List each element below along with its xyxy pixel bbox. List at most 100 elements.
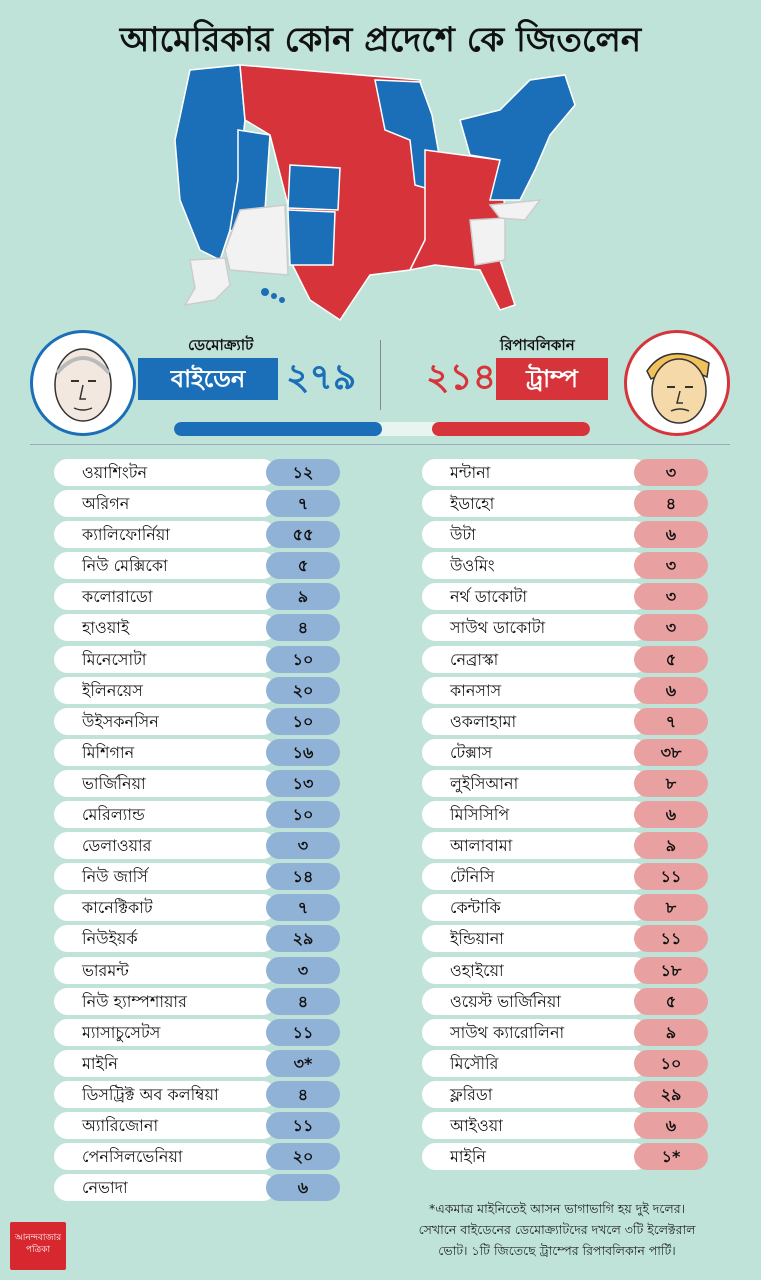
footnote-line: *একমাত্র মাইনিতেই আসন ভাগাভাগি হয় দুই দ… (428, 1201, 686, 1216)
electoral-votes: ৬ (634, 676, 708, 704)
state-row: ইলিনয়েস ২০ (54, 675, 344, 706)
logo-line: পত্রিকা (25, 1245, 51, 1255)
state-row: নিউ হ্যাম্পশায়ার ৪ (54, 986, 344, 1017)
state-row: লুইসিআনা ৮ (422, 768, 712, 799)
electoral-votes: ১১ (634, 863, 708, 891)
page-title: আমেরিকার কোন প্রদেশে কে জিতলেন (119, 20, 642, 60)
state-name: নেভাদা (54, 1174, 276, 1202)
state-name: হাওয়াই (54, 614, 276, 642)
state-row: নর্থ ডাকোটা ৩ (422, 581, 712, 612)
electoral-votes: ৬ (266, 1174, 340, 1202)
state-row: উটা ৬ (422, 519, 712, 550)
state-name: উওমিং (422, 552, 648, 580)
electoral-votes: ১৪ (266, 863, 340, 891)
state-row: মিসিসিপি ৬ (422, 799, 712, 830)
state-name: মাইনি (54, 1049, 276, 1077)
state-name: কানেক্টিকাট (54, 894, 276, 922)
horizontal-divider (30, 444, 730, 445)
state-row: নেব্রাস্কা ৫ (422, 644, 712, 675)
state-name: আলাবামা (422, 832, 648, 860)
state-row: ভার্জিনিয়া ১৩ (54, 768, 344, 799)
state-name: টেনিসি (422, 863, 648, 891)
electoral-votes: ৩ (634, 459, 708, 486)
state-row: অ্যারিজোনা ১১ (54, 1110, 344, 1141)
electoral-votes: ৮ (634, 769, 708, 797)
republican-party-label: রিপাবলিকান (500, 336, 575, 354)
state-name: কানসাস (422, 676, 648, 704)
state-name: সাউথ ডাকোটা (422, 614, 648, 642)
state-name: মিশিগান (54, 738, 276, 766)
state-row: সাউথ ক্যারোলিনা ৯ (422, 1017, 712, 1048)
state-name: উইসকনসিন (54, 707, 276, 735)
state-row: ওয়েস্ট ভার্জিনিয়া ৫ (422, 986, 712, 1017)
electoral-votes: ২৯ (634, 1080, 708, 1108)
electoral-votes: ১১ (266, 1018, 340, 1046)
state-row: উওমিং ৩ (422, 550, 712, 581)
electoral-votes: ৩ (634, 583, 708, 611)
footnote: *একমাত্র মাইনিতেই আসন ভাগাভাগি হয় দুই দ… (372, 1198, 742, 1261)
state-row: আলাবামা ৯ (422, 830, 712, 861)
state-row: টেক্সাস ৩৮ (422, 737, 712, 768)
trump-avatar (624, 330, 730, 436)
vertical-divider (380, 340, 381, 410)
electoral-votes: ৯ (266, 583, 340, 611)
state-name: ইন্ডিয়ানা (422, 925, 648, 953)
electoral-votes: ১১ (266, 1111, 340, 1139)
democrat-total: ২৭৯ (286, 357, 357, 398)
republican-candidate-name: ট্রাম্প (496, 358, 608, 400)
electoral-votes: ৯ (634, 1018, 708, 1046)
state-name: ভারমন্ট (54, 956, 276, 984)
state-row: পেনসিলভেনিয়া ২০ (54, 1141, 344, 1172)
electoral-votes: ১৮ (634, 956, 708, 984)
state-name: লুইসিআনা (422, 769, 648, 797)
electoral-votes: ৬ (634, 801, 708, 829)
state-name: ম্যাসাচুসেটস (54, 1018, 276, 1046)
electoral-votes: ৭ (266, 490, 340, 518)
state-name: নর্থ ডাকোটা (422, 583, 648, 611)
state-name: ডেলাওয়ার (54, 832, 276, 860)
state-row: আইওয়া ৬ (422, 1110, 712, 1141)
state-name: অ্যারিজোনা (54, 1111, 276, 1139)
electoral-votes: ৪ (266, 614, 340, 642)
state-name: কলোরাডো (54, 583, 276, 611)
state-name: ওয়াশিংটন (54, 459, 276, 486)
state-row: মন্টানা ৩ (422, 457, 712, 488)
state-row: মিশিগান ১৬ (54, 737, 344, 768)
footnote-line: ভোট। ১টি জিতেছে ট্রাম্পের রিপাবলিকান পার… (438, 1243, 676, 1258)
map-region-alaska (183, 257, 231, 307)
state-name: নিউ মেক্সিকো (54, 552, 276, 580)
electoral-votes: ১৩ (266, 769, 340, 797)
electoral-votes: ৩ (634, 552, 708, 580)
state-row: সাউথ ডাকোটা ৩ (422, 612, 712, 643)
electoral-votes: ৩৮ (634, 738, 708, 766)
electoral-votes: ৯ (634, 832, 708, 860)
biden-avatar (30, 330, 136, 436)
electoral-votes: ৬ (634, 1111, 708, 1139)
map-region-northeast-dem (459, 74, 576, 201)
state-name: মিসৌরি (422, 1049, 648, 1077)
state-row: কানেক্টিকাট ৭ (54, 892, 344, 923)
anandabazar-logo: আনন্দবাজার পত্রিকা (10, 1222, 66, 1270)
state-row: ফ্লরিডা ২৯ (422, 1079, 712, 1110)
electoral-votes: ৪ (266, 987, 340, 1015)
state-row: ম্যাসাচুসেটস ১১ (54, 1017, 344, 1048)
state-name: সাউথ ক্যারোলিনা (422, 1018, 648, 1046)
state-name: নিউ হ্যাম্পশায়ার (54, 987, 276, 1015)
map-region-new-mexico (287, 209, 336, 266)
electoral-votes: ৫ (634, 987, 708, 1015)
state-name: ওকলাহামা (422, 707, 648, 735)
state-row: কলোরাডো ৯ (54, 581, 344, 612)
state-row: নেভাদা ৬ (54, 1172, 344, 1203)
map-region-georgia (469, 217, 506, 266)
us-election-map (174, 64, 576, 322)
state-name: নিউ জার্সি (54, 863, 276, 891)
map-region-north-carolina (488, 199, 542, 221)
electoral-votes: ১০ (634, 1049, 708, 1077)
democrat-candidate-name: বাইডেন (138, 358, 278, 400)
electoral-votes: ২০ (266, 676, 340, 704)
state-row: মেরিল্যান্ড ১০ (54, 799, 344, 830)
state-row: ওকলাহামা ৭ (422, 706, 712, 737)
state-row: ইডাহো ৪ (422, 488, 712, 519)
electoral-votes: ৩ (634, 614, 708, 642)
state-name: ওহাইয়ো (422, 956, 648, 984)
